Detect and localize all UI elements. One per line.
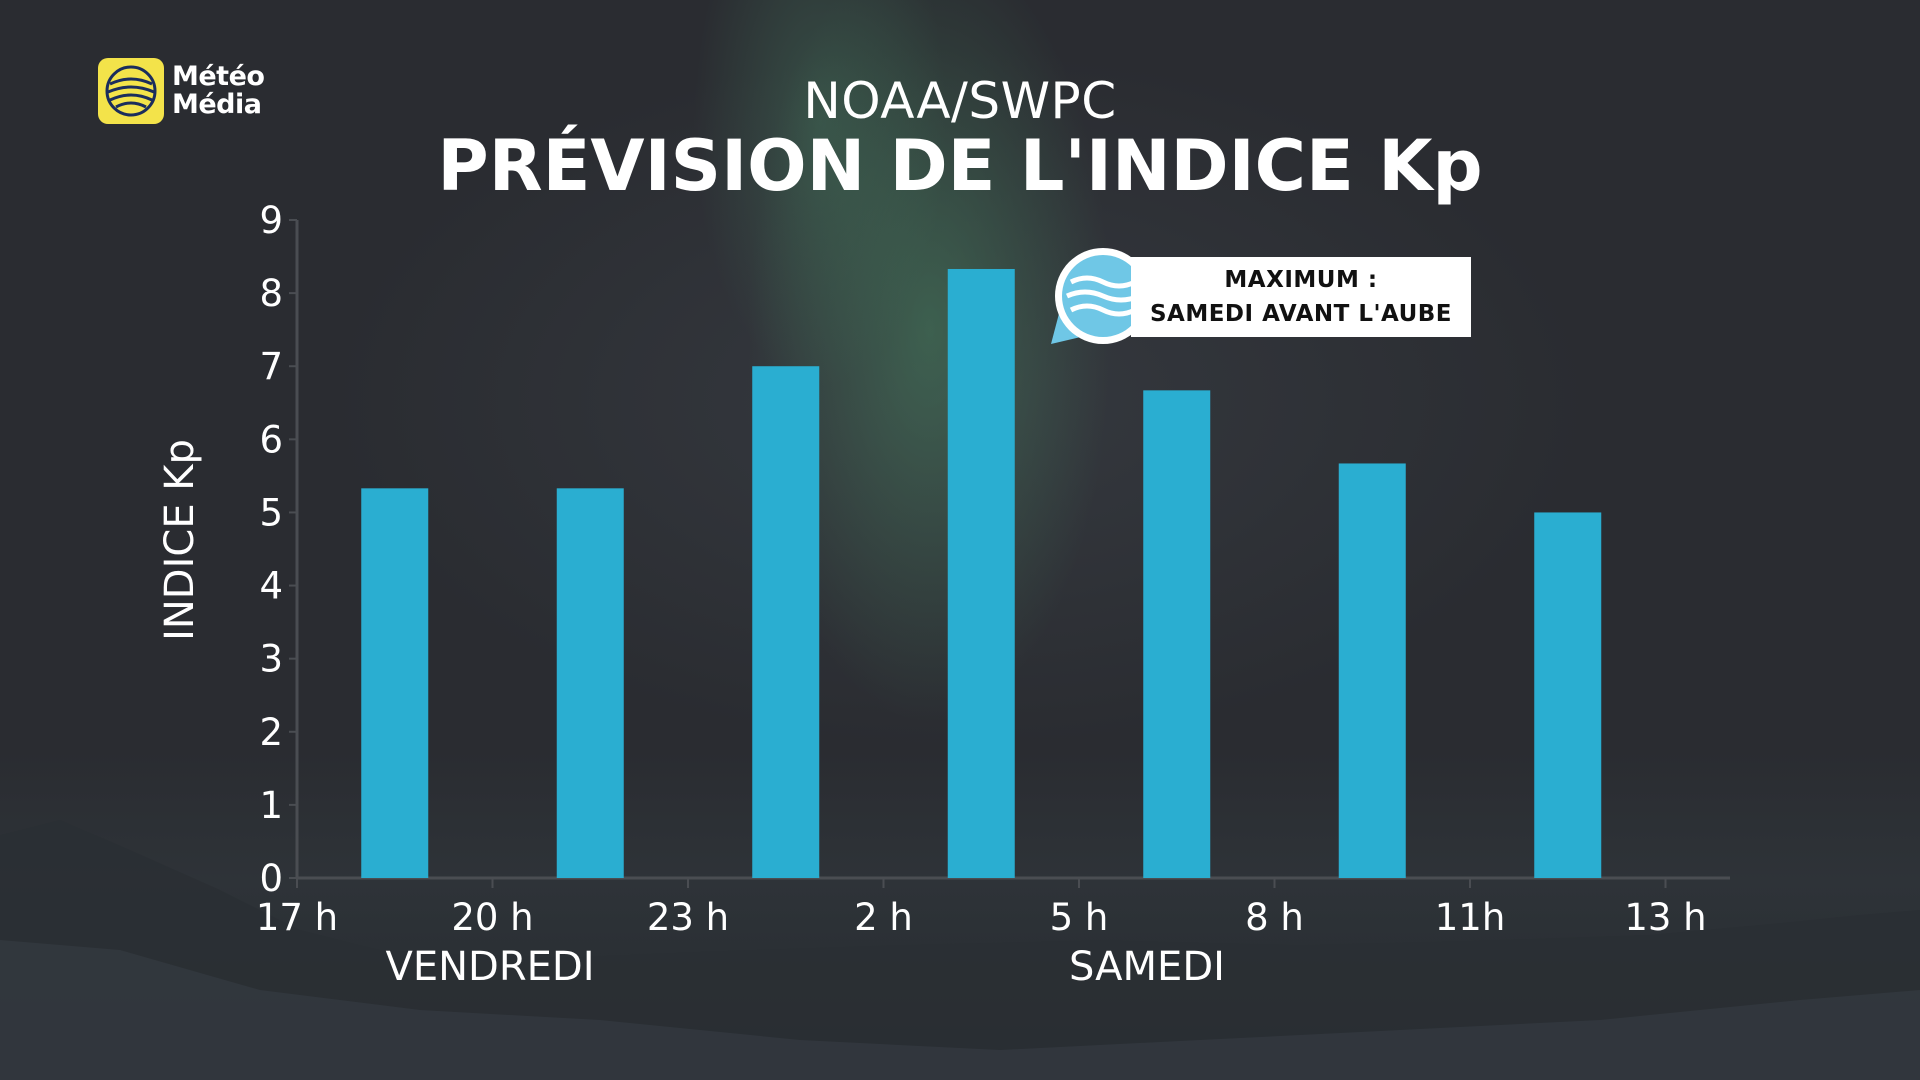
meteomedia-logo: Météo Média: [98, 58, 265, 124]
bar: [556, 488, 624, 878]
callout-line1: MAXIMUM :: [1224, 267, 1378, 293]
bar: [361, 488, 429, 878]
hills-silhouette: [0, 820, 1920, 1080]
callout-line2: SAMEDI AVANT L'AUBE: [1149, 301, 1453, 327]
x-tick-label: 17 h: [256, 896, 338, 939]
x-tick-label: 11h: [1435, 896, 1506, 939]
bar: [752, 366, 820, 878]
y-tick-label: 1: [259, 784, 283, 827]
bar: [947, 268, 1015, 878]
maximum-callout: MAXIMUM : SAMEDI AVANT L'AUBE: [1045, 246, 1471, 344]
y-tick-label: 4: [259, 565, 283, 608]
y-tick-label: 5: [259, 491, 283, 534]
globe-icon: [98, 58, 164, 124]
chart-subtitle: NOAA/SWPC: [803, 72, 1117, 130]
x-tick-label: 5 h: [1050, 896, 1109, 939]
y-tick-label: 8: [259, 272, 283, 315]
waves-icon: [1051, 248, 1151, 344]
logo-line1: Météo: [172, 61, 265, 92]
x-tick-label: 20 h: [451, 896, 533, 939]
y-tick-label: 3: [259, 638, 283, 681]
day-label: VENDREDI: [385, 944, 594, 990]
x-tick-label: 8 h: [1245, 896, 1304, 939]
y-tick-label: 9: [259, 199, 283, 242]
y-tick-label: 6: [259, 418, 283, 461]
bar: [1143, 390, 1211, 878]
x-tick-label: 13 h: [1624, 896, 1706, 939]
chart-title: PRÉVISION DE L'INDICE Kp: [437, 125, 1483, 207]
bar: [1338, 463, 1406, 878]
y-axis-label: INDICE Kp: [157, 439, 203, 641]
x-tick-label: 23 h: [647, 896, 729, 939]
logo-line2: Média: [172, 89, 262, 120]
x-tick-label: 2 h: [854, 896, 913, 939]
y-tick-label: 7: [259, 345, 283, 388]
bar: [1534, 512, 1602, 878]
y-tick-label: 2: [259, 711, 283, 754]
y-tick-label: 0: [259, 857, 283, 900]
day-label: SAMEDI: [1069, 944, 1225, 990]
